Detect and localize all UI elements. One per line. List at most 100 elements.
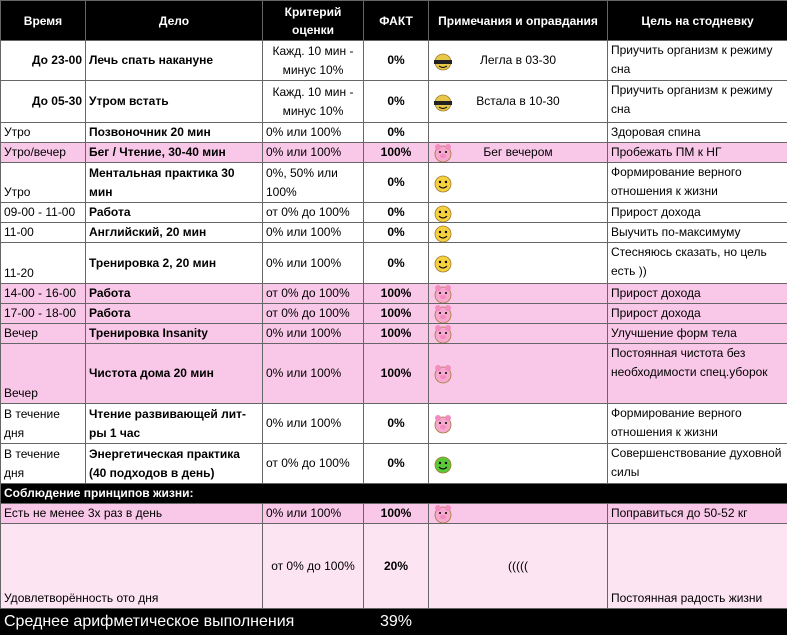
fact-cell: 100% bbox=[364, 304, 429, 324]
time-cell: Утро bbox=[1, 123, 86, 143]
criterion-cell: 0% или 100% bbox=[263, 243, 364, 284]
section-row: Соблюдение принципов жизни: bbox=[1, 484, 787, 504]
emoticon bbox=[433, 173, 453, 193]
time-cell: 14-00 - 16-00 bbox=[1, 284, 86, 304]
time-cell: В течение дня bbox=[1, 444, 86, 484]
header-cell: ФАКТ bbox=[364, 1, 429, 41]
task-cell: Лечь спать накануне bbox=[86, 41, 263, 81]
emoticon bbox=[433, 92, 453, 112]
criterion-cell: 0%, 50% или 100% bbox=[263, 163, 364, 203]
header-cell: Цель на стодневку bbox=[608, 1, 787, 41]
goal-cell: Выучить по-максимуму bbox=[608, 223, 787, 243]
task-cell: Утром встать bbox=[86, 81, 263, 123]
fact-cell: 100% bbox=[364, 504, 429, 524]
task-cell: Ментальная практика 30 мин bbox=[86, 163, 263, 203]
criterion-cell: 0% или 100% bbox=[263, 143, 364, 163]
note-cell: Встала в 10-30 bbox=[429, 81, 608, 123]
fact-cell: 0% bbox=[364, 163, 429, 203]
note-text: ((((( bbox=[508, 559, 528, 573]
goal-cell: Формирование верного отношения к жизни bbox=[608, 404, 787, 444]
principle-label: Удовлетворённость ото дня bbox=[1, 524, 263, 609]
fact-cell: 100% bbox=[364, 324, 429, 344]
criterion-cell: Кажд. 10 мин - минус 10% bbox=[263, 81, 364, 123]
criterion-cell: от 0% до 100% bbox=[263, 444, 364, 484]
criterion-cell: от 0% до 100% bbox=[263, 284, 364, 304]
time-cell: Вечер bbox=[1, 344, 86, 404]
goal-cell: Улучшение форм тела bbox=[608, 324, 787, 344]
task-cell: Тренировка 2, 20 мин bbox=[86, 243, 263, 284]
emoticon bbox=[433, 143, 453, 163]
fact-cell: 0% bbox=[364, 41, 429, 81]
goal-cell: Постоянная радость жизни bbox=[608, 524, 787, 609]
note-cell: ((((( bbox=[429, 524, 608, 609]
time-cell: В течение дня bbox=[1, 404, 86, 444]
fact-cell: 0% bbox=[364, 243, 429, 284]
goal-cell: Прирост дохода bbox=[608, 203, 787, 223]
criterion-cell: Кажд. 10 мин - минус 10% bbox=[263, 41, 364, 81]
note-text: Легла в 03-30 bbox=[480, 53, 556, 67]
task-cell: Английский, 20 мин bbox=[86, 223, 263, 243]
criterion-cell: 0% или 100% bbox=[263, 223, 364, 243]
goal-cell: Пробежать ПМ к НГ bbox=[608, 143, 787, 163]
emoticon bbox=[433, 304, 453, 324]
task-cell: Чистота дома 20 мин bbox=[86, 344, 263, 404]
time-cell: 11-00 bbox=[1, 223, 86, 243]
fact-cell: 0% bbox=[364, 203, 429, 223]
task-cell: Работа bbox=[86, 203, 263, 223]
goal-cell: Прирост дохода bbox=[608, 284, 787, 304]
task-cell: Позвоночник 20 мин bbox=[86, 123, 263, 143]
goal-cell: Здоровая спина bbox=[608, 123, 787, 143]
header-cell: Время bbox=[1, 1, 86, 41]
note-cell bbox=[429, 223, 608, 243]
time-cell: 11-20 bbox=[1, 243, 86, 284]
note-cell bbox=[429, 243, 608, 284]
goal-cell: Прирост дохода bbox=[608, 304, 787, 324]
criterion-cell: 0% или 100% bbox=[263, 344, 364, 404]
summary-blank bbox=[429, 609, 787, 635]
header-cell: Примечания и оправдания bbox=[429, 1, 608, 41]
note-cell: Бег вечером bbox=[429, 143, 608, 163]
emoticon bbox=[433, 51, 453, 71]
criterion-cell: 0% или 100% bbox=[263, 123, 364, 143]
emoticon bbox=[433, 203, 453, 223]
summary-value: 39% bbox=[364, 609, 429, 635]
note-cell bbox=[429, 284, 608, 304]
fact-cell: 100% bbox=[364, 143, 429, 163]
note-cell bbox=[429, 444, 608, 484]
criterion-cell: 0% или 100% bbox=[263, 404, 364, 444]
note-cell bbox=[429, 504, 608, 524]
emoticon bbox=[433, 364, 453, 384]
fact-cell: 20% bbox=[364, 524, 429, 609]
fact-cell: 0% bbox=[364, 81, 429, 123]
note-cell bbox=[429, 324, 608, 344]
fact-cell: 100% bbox=[364, 344, 429, 404]
emoticon bbox=[433, 504, 453, 524]
task-cell: Работа bbox=[86, 284, 263, 304]
note-cell bbox=[429, 304, 608, 324]
emoticon bbox=[433, 253, 453, 273]
goal-cell: Формирование верного отношения к жизни bbox=[608, 163, 787, 203]
fact-cell: 0% bbox=[364, 404, 429, 444]
task-cell: Работа bbox=[86, 304, 263, 324]
principle-label: Есть не менее 3х раз в день bbox=[1, 504, 263, 524]
goal-cell: Стесняюсь сказать, но цель есть )) bbox=[608, 243, 787, 284]
note-text: Встала в 10-30 bbox=[476, 94, 559, 108]
task-cell: Чтение развивающей лит-ры 1 час bbox=[86, 404, 263, 444]
time-cell: 17-00 - 18-00 bbox=[1, 304, 86, 324]
